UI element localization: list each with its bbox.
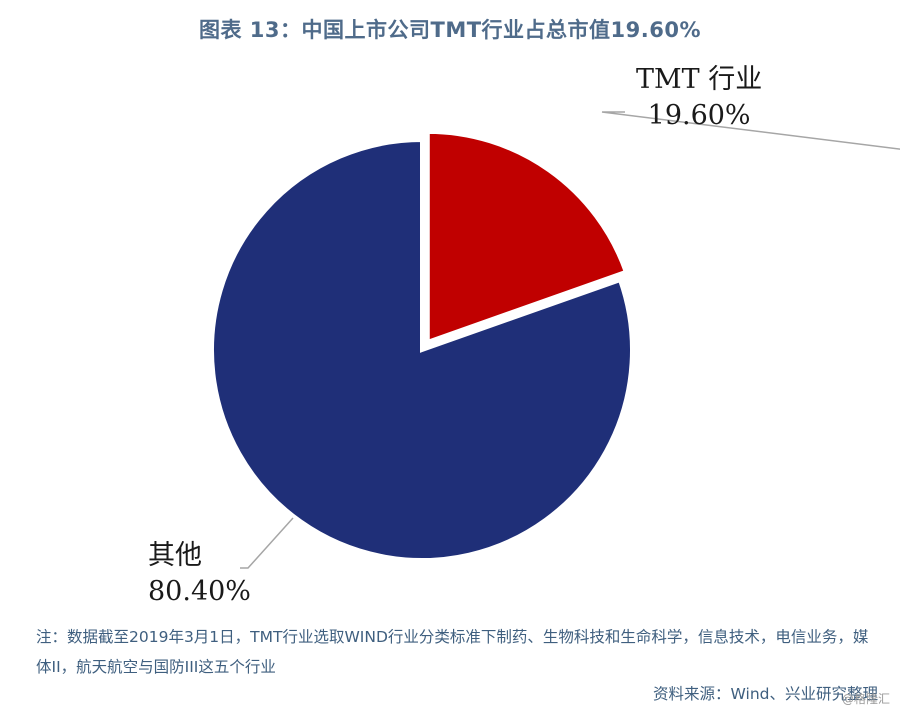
source-text: 资料来源：Wind、兴业研究整理 <box>653 685 878 703</box>
watermark: @格隆汇 <box>841 692 890 706</box>
other-slice-label: 其他 80.40% <box>148 538 251 610</box>
footnote: 注：数据截至2019年3月1日，TMT行业选取WIND行业分类标准下制药、生物科… <box>36 628 869 676</box>
pie-slice-0 <box>425 129 629 345</box>
leader-line-0 <box>601 111 900 150</box>
tmt-slice-name: TMT 行业 <box>636 64 763 95</box>
tmt-slice-label: TMT 行业 19.60% <box>636 62 762 134</box>
tmt-slice-value: 19.60% <box>647 100 751 131</box>
chart-title: 图表 13：中国上市公司TMT行业占总市值19.60% <box>198 18 702 42</box>
other-slice-name: 其他 <box>148 540 202 571</box>
pie-slice-1 <box>210 137 634 562</box>
other-slice-value: 80.40% <box>148 576 251 607</box>
leader-line-1 <box>240 517 294 569</box>
